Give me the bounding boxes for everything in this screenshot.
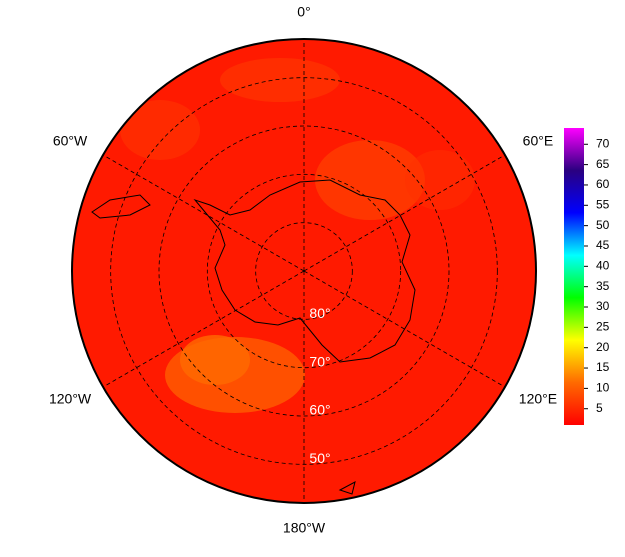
meridian <box>303 270 506 388</box>
longitude-label: 120°E <box>519 391 557 407</box>
colorbar-label: 40 <box>596 259 610 273</box>
colorbar-label: 25 <box>596 320 610 334</box>
colorbar-label: 65 <box>596 157 610 171</box>
colorbar-label: 45 <box>596 238 610 252</box>
longitude-label: 120°W <box>49 391 92 407</box>
colorbar-label: 60 <box>596 177 610 191</box>
field-patches <box>120 58 475 413</box>
colorbar-label: 30 <box>596 299 610 313</box>
colorbar-label: 20 <box>596 340 610 354</box>
longitude-label: 60°W <box>53 133 88 149</box>
latitude-label: 50° <box>309 450 330 466</box>
antarctica-coastline <box>193 179 416 363</box>
longitude-label: 180°W <box>283 520 326 536</box>
latitude-label: 70° <box>309 353 330 369</box>
longitude-label: 60°E <box>523 133 554 149</box>
latitude-circle <box>255 222 353 320</box>
longitude-label: 0° <box>297 4 310 20</box>
south-america-coastline <box>91 194 151 219</box>
graticule <box>102 39 506 503</box>
meridian <box>102 154 305 272</box>
latitude-circle <box>206 173 402 369</box>
latitude-circle <box>158 125 450 417</box>
colorbar-label: 70 <box>596 136 610 150</box>
map-border <box>71 38 537 504</box>
colorbar-label: 15 <box>596 360 610 374</box>
colorbar <box>564 128 584 425</box>
colorbar-label: 10 <box>596 381 610 395</box>
meridian <box>102 270 305 388</box>
colorbar-label: 50 <box>596 218 610 232</box>
latitude-label: 80° <box>309 305 330 321</box>
meridian <box>303 154 506 272</box>
latitude-label: 60° <box>309 402 330 418</box>
island-coastline <box>338 481 356 495</box>
colorbar-label: 35 <box>596 279 610 293</box>
colorbar-label: 55 <box>596 197 610 211</box>
latitude-circle <box>110 77 498 465</box>
colorbar-label: 5 <box>596 401 603 415</box>
